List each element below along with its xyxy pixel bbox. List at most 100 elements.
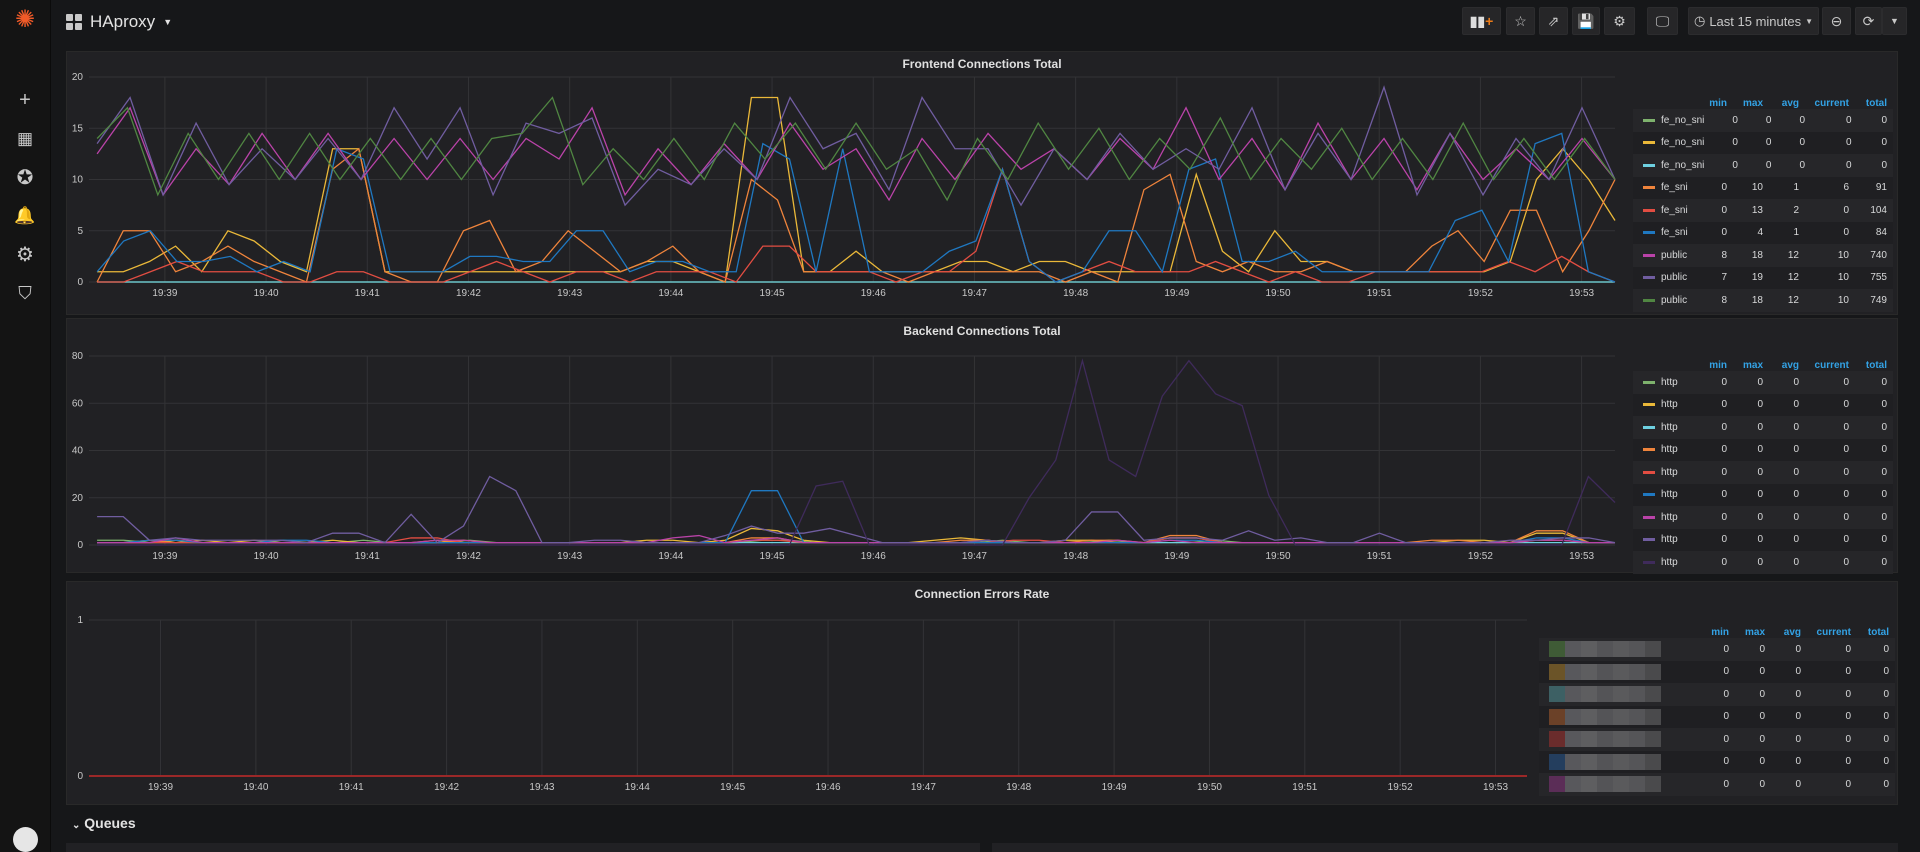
series-color-swatch[interactable] <box>1643 403 1655 407</box>
legend-column-max[interactable]: max <box>1744 627 1765 638</box>
legend-column-min[interactable]: min <box>1711 627 1729 638</box>
star-button[interactable]: ☆ <box>1506 7 1535 35</box>
legend-value-total: 0 <box>1883 666 1889 678</box>
dashboard-picker[interactable]: HAproxy ▼ <box>66 12 172 32</box>
gear-icon[interactable]: ⚙ <box>16 244 34 266</box>
legend-item[interactable]: public 8 18 12 10 740 <box>1633 244 1893 267</box>
legend-item[interactable]: public 8 18 12 10 749 <box>1633 289 1893 312</box>
avatar[interactable] <box>13 827 38 852</box>
series-color-swatch[interactable] <box>1643 538 1655 542</box>
grafana-logo-icon[interactable]: ✺ <box>14 6 36 33</box>
bell-icon[interactable]: 🔔 <box>14 206 36 225</box>
legend-column-avg[interactable]: avg <box>1783 627 1801 638</box>
graph[interactable]: 0 20 40 60 80 19:39 19:40 19:41 19:42 19:43 19:44 1… <box>67 319 1625 572</box>
legend-item[interactable]: fe_sni 0 4 1 0 84 <box>1633 221 1893 244</box>
series-color-swatch[interactable] <box>1643 163 1655 167</box>
legend-item[interactable]: 0 0 0 0 0 <box>1539 705 1895 728</box>
legend-column-total[interactable]: total <box>1865 360 1887 371</box>
series-color-swatch[interactable] <box>1643 298 1655 302</box>
legend-value-min: 0 <box>1721 227 1727 239</box>
legend-item[interactable]: 0 0 0 0 0 <box>1539 683 1895 706</box>
series-color-swatch[interactable] <box>1643 515 1655 519</box>
legend-item[interactable]: fe_sni 0 13 2 0 104 <box>1633 199 1893 222</box>
legend-value-avg: 12 <box>1787 294 1799 306</box>
series-color-swatch[interactable] <box>1643 208 1655 212</box>
legend-column-min[interactable]: min <box>1709 98 1727 109</box>
legend-column-avg[interactable]: avg <box>1781 98 1799 109</box>
legend-item[interactable]: http 0 0 0 0 0 <box>1633 416 1893 439</box>
y-tick-label: 40 <box>72 446 84 457</box>
legend-column-max[interactable]: max <box>1742 98 1763 109</box>
graph[interactable]: 0 1 19:39 19:40 19:41 19:42 19:43 19:44 19:45 19:… <box>67 582 1537 804</box>
refresh-interval-button[interactable]: ▼ <box>1882 7 1907 35</box>
y-tick-label: 1 <box>77 615 83 626</box>
legend-item[interactable]: http 0 0 0 0 0 <box>1633 371 1893 394</box>
tv-mode-button[interactable]: 🖵 <box>1647 7 1678 35</box>
series-color-swatch[interactable] <box>1643 470 1655 474</box>
legend-value-avg: 0 <box>1795 756 1801 768</box>
legend-item[interactable]: http 0 0 0 0 0 <box>1633 551 1893 574</box>
dashboards-icon[interactable]: ▦ <box>16 129 34 148</box>
legend-item[interactable]: http 0 0 0 0 0 <box>1633 506 1893 529</box>
legend-item[interactable]: 0 0 0 0 0 <box>1539 660 1895 683</box>
legend-column-avg[interactable]: avg <box>1781 360 1799 371</box>
legend-column-current[interactable]: current <box>1816 627 1851 638</box>
legend-item[interactable]: http 0 0 0 0 0 <box>1633 393 1893 416</box>
explore-icon[interactable]: ✪ <box>16 167 34 189</box>
x-tick-label: 19:50 <box>1266 551 1291 562</box>
x-tick-label: 19:43 <box>529 782 554 793</box>
add-panel-button[interactable]: ▮▮ + <box>1462 7 1501 35</box>
series-color-swatch[interactable] <box>1643 276 1655 280</box>
legend-item[interactable]: 0 0 0 0 0 <box>1539 750 1895 773</box>
series-color-swatch[interactable] <box>1643 380 1655 384</box>
plus-icon[interactable]: + <box>19 89 31 111</box>
series-color-swatch[interactable] <box>1643 118 1655 122</box>
series-color-swatch[interactable] <box>1643 253 1655 257</box>
legend-series: http <box>1633 489 1691 500</box>
legend-item[interactable]: http 0 0 0 0 0 <box>1633 438 1893 461</box>
legend-item[interactable]: http 0 0 0 0 0 <box>1633 528 1893 551</box>
legend-item[interactable]: 0 0 0 0 0 <box>1539 728 1895 751</box>
series-color-swatch[interactable] <box>1643 448 1655 452</box>
zoom-out-button[interactable]: ⊖ <box>1822 7 1851 35</box>
y-tick-label: 0 <box>77 540 83 551</box>
legend-value-avg: 0 <box>1799 114 1806 126</box>
legend-column-total[interactable]: total <box>1865 98 1887 109</box>
legend-item[interactable]: public 7 19 12 10 755 <box>1633 266 1893 289</box>
legend-column-max[interactable]: max <box>1742 360 1763 371</box>
series-color-swatch[interactable] <box>1643 493 1655 497</box>
series-color-swatch[interactable] <box>1643 141 1655 145</box>
refresh-button[interactable]: ⟳ <box>1855 7 1882 35</box>
legend: min max avg current total http 0 0 0 0 0 http 0 0 0 0 0 h… <box>1633 351 1893 574</box>
legend-value-total: 749 <box>1870 294 1887 306</box>
legend-item[interactable]: 0 0 0 0 0 <box>1539 773 1895 796</box>
save-button[interactable]: 💾 <box>1572 7 1600 35</box>
share-button[interactable]: ⇗ <box>1539 7 1568 35</box>
shield-icon[interactable]: ⛉ <box>18 283 32 303</box>
legend-item[interactable]: fe_sni 0 10 1 6 91 <box>1633 176 1893 199</box>
legend-item[interactable]: 0 0 0 0 0 <box>1539 638 1895 661</box>
settings-button[interactable]: ⚙ <box>1604 7 1635 35</box>
series-name: fe_sni <box>1661 182 1688 194</box>
series-color-swatch[interactable] <box>1643 560 1655 564</box>
series-color-swatch[interactable] <box>1643 231 1655 235</box>
graph[interactable]: 0 5 10 15 20 19:39 19:40 19:41 19:42 19:43 19:44 19… <box>67 52 1625 314</box>
legend-column-current[interactable]: current <box>1814 98 1849 109</box>
legend-value-total: 0 <box>1883 688 1889 700</box>
legend-value-total: 0 <box>1883 643 1889 655</box>
legend-value-avg: 0 <box>1795 688 1801 700</box>
legend-item[interactable]: http 0 0 0 0 0 <box>1633 483 1893 506</box>
legend-column-total[interactable]: total <box>1867 627 1889 638</box>
legend-item[interactable]: http 0 0 0 0 0 <box>1633 461 1893 484</box>
legend-column-current[interactable]: current <box>1814 360 1849 371</box>
row-queues[interactable]: ⌄ Queues <box>72 815 136 831</box>
legend-column-min[interactable]: min <box>1709 360 1727 371</box>
series-color-swatch[interactable] <box>1643 186 1655 190</box>
legend-value-current: 0 <box>1843 489 1849 501</box>
legend-item[interactable]: fe_no_sni 0 0 0 0 0 <box>1633 131 1893 154</box>
legend-value-min: 0 <box>1723 688 1729 700</box>
time-picker[interactable]: ◷ Last 15 minutes ▼ <box>1688 7 1819 35</box>
series-color-swatch[interactable] <box>1643 425 1655 429</box>
legend-item[interactable]: fe_no_sni 0 0 0 0 0 <box>1633 109 1893 132</box>
legend-item[interactable]: fe_no_sni 0 0 0 0 0 <box>1633 154 1893 177</box>
